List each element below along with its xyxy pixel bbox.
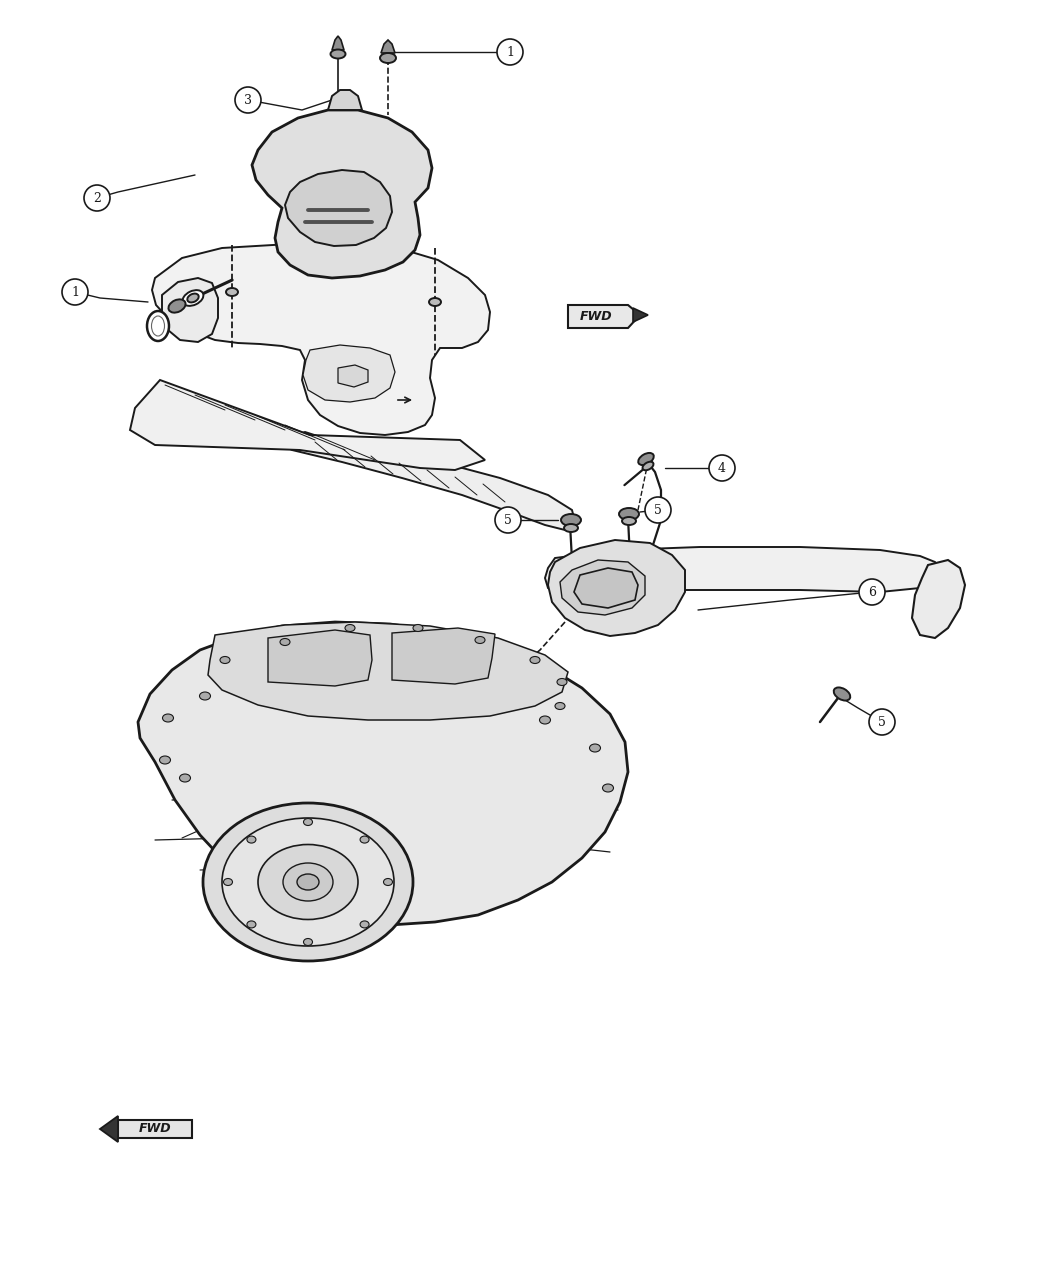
Text: FWD: FWD	[139, 1122, 171, 1136]
Text: 3: 3	[244, 93, 252, 107]
Circle shape	[645, 497, 671, 523]
Ellipse shape	[200, 692, 210, 700]
Polygon shape	[285, 170, 392, 246]
Ellipse shape	[224, 878, 232, 886]
Ellipse shape	[297, 873, 319, 890]
Polygon shape	[912, 560, 965, 638]
Ellipse shape	[303, 819, 313, 825]
Ellipse shape	[180, 774, 190, 782]
Ellipse shape	[360, 836, 369, 843]
Ellipse shape	[413, 625, 423, 631]
Ellipse shape	[147, 311, 169, 340]
Ellipse shape	[556, 678, 567, 686]
Polygon shape	[268, 630, 372, 686]
Polygon shape	[392, 629, 495, 683]
Ellipse shape	[247, 921, 256, 928]
Circle shape	[235, 87, 261, 113]
Ellipse shape	[151, 316, 165, 337]
Ellipse shape	[383, 878, 393, 886]
Ellipse shape	[280, 639, 290, 645]
Ellipse shape	[168, 300, 186, 312]
Ellipse shape	[247, 836, 256, 843]
Ellipse shape	[589, 745, 601, 752]
Polygon shape	[332, 36, 344, 50]
Ellipse shape	[603, 784, 613, 792]
Polygon shape	[152, 244, 490, 435]
Polygon shape	[208, 622, 568, 720]
Ellipse shape	[380, 54, 396, 62]
Polygon shape	[545, 547, 940, 595]
Ellipse shape	[345, 625, 355, 631]
Polygon shape	[252, 110, 432, 278]
Ellipse shape	[561, 514, 581, 527]
Polygon shape	[162, 278, 218, 342]
Polygon shape	[303, 346, 395, 402]
Polygon shape	[338, 365, 368, 388]
Text: 1: 1	[71, 286, 79, 298]
Text: 2: 2	[93, 191, 101, 204]
Ellipse shape	[303, 938, 313, 946]
Polygon shape	[130, 380, 485, 470]
Ellipse shape	[564, 524, 578, 532]
Ellipse shape	[622, 516, 636, 525]
Text: 4: 4	[718, 462, 726, 474]
Ellipse shape	[620, 507, 639, 520]
Ellipse shape	[203, 803, 413, 961]
Polygon shape	[633, 309, 648, 323]
Polygon shape	[328, 91, 362, 110]
Ellipse shape	[163, 714, 173, 722]
Ellipse shape	[834, 687, 851, 700]
Ellipse shape	[643, 462, 653, 470]
Polygon shape	[568, 305, 640, 328]
Ellipse shape	[360, 921, 369, 928]
Text: FWD: FWD	[580, 311, 612, 324]
Ellipse shape	[331, 50, 345, 59]
Text: 6: 6	[868, 585, 876, 598]
Text: 5: 5	[878, 715, 886, 728]
Ellipse shape	[226, 288, 238, 296]
Circle shape	[869, 709, 895, 734]
Ellipse shape	[475, 636, 485, 644]
Ellipse shape	[429, 298, 441, 306]
Polygon shape	[560, 560, 645, 615]
Ellipse shape	[555, 703, 565, 709]
Ellipse shape	[540, 717, 550, 724]
Ellipse shape	[284, 863, 333, 901]
Polygon shape	[118, 1119, 192, 1139]
Ellipse shape	[220, 657, 230, 663]
Text: 5: 5	[504, 514, 512, 527]
Polygon shape	[548, 541, 685, 636]
Text: 1: 1	[506, 46, 514, 59]
Ellipse shape	[638, 453, 654, 465]
Polygon shape	[138, 622, 628, 924]
Ellipse shape	[160, 756, 170, 764]
Ellipse shape	[222, 819, 394, 946]
Polygon shape	[574, 567, 638, 608]
Circle shape	[62, 279, 88, 305]
Ellipse shape	[530, 657, 540, 663]
Ellipse shape	[183, 291, 204, 306]
Circle shape	[495, 507, 521, 533]
Circle shape	[84, 185, 110, 210]
Polygon shape	[278, 432, 575, 530]
Polygon shape	[100, 1116, 118, 1142]
Text: 5: 5	[654, 504, 662, 516]
Circle shape	[859, 579, 885, 606]
Ellipse shape	[258, 844, 358, 919]
Polygon shape	[381, 40, 395, 54]
Ellipse shape	[187, 293, 198, 302]
Circle shape	[497, 40, 523, 65]
Circle shape	[709, 455, 735, 481]
